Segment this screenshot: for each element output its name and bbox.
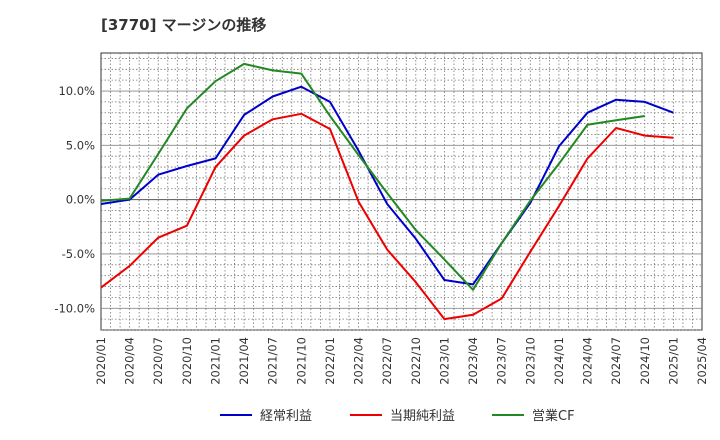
y-tick-label: -10.0% xyxy=(54,301,95,315)
grid-lines xyxy=(101,53,702,331)
x-tick-label: 2022/10 xyxy=(409,337,423,385)
y-tick-label: -5.0% xyxy=(62,247,95,261)
x-tick-label: 2024/01 xyxy=(552,337,566,385)
x-tick-label: 2022/07 xyxy=(380,337,394,385)
plot-frame xyxy=(100,52,703,331)
y-axis-ticks: -10.0% -5.0% 0.0% 5.0% 10.0% xyxy=(54,84,95,315)
y-tick-label: 5.0% xyxy=(66,138,95,152)
x-tick-label: 2025/04 xyxy=(695,337,709,385)
series-line xyxy=(100,62,645,291)
x-tick-label: 2020/07 xyxy=(151,337,165,385)
x-tick-label: 2023/07 xyxy=(495,337,509,385)
series-line xyxy=(100,85,674,286)
legend-label: 当期純利益 xyxy=(390,409,455,424)
x-tick-label: 2024/07 xyxy=(609,337,623,385)
x-tick-label: 2021/10 xyxy=(294,337,308,385)
x-tick-label: 2023/10 xyxy=(523,337,537,385)
x-tick-label: 2021/01 xyxy=(208,337,222,385)
x-tick-label: 2021/04 xyxy=(237,337,251,385)
legend-label: 経常利益 xyxy=(260,409,312,424)
x-tick-label: 2020/10 xyxy=(180,337,194,385)
x-tick-label: 2025/01 xyxy=(666,337,680,385)
x-tick-label: 2020/04 xyxy=(123,337,137,385)
legend-label: 営業CF xyxy=(532,408,575,424)
y-tick-label: 10.0% xyxy=(58,84,95,98)
series-line xyxy=(100,112,674,321)
x-tick-label: 2021/07 xyxy=(266,337,280,385)
x-tick-label: 2023/04 xyxy=(466,337,480,385)
x-tick-label: 2022/04 xyxy=(352,337,366,385)
x-tick-label: 2023/01 xyxy=(437,337,451,385)
series-lines xyxy=(100,62,674,321)
x-tick-label: 2024/04 xyxy=(581,337,595,385)
x-axis-ticks: 2020/01 2020/04 2020/07 2020/10 2021/01 2021/… xyxy=(94,337,709,385)
x-tick-label: 2024/10 xyxy=(638,337,652,385)
plot-area xyxy=(100,52,703,331)
chart-title: [3770] マージンの推移 xyxy=(101,16,266,34)
x-tick-label: 2022/01 xyxy=(323,337,337,385)
y-tick-label: 0.0% xyxy=(66,193,95,207)
legend: 経常利益 当期純利益 営業CF xyxy=(220,408,575,424)
x-tick-label: 2020/01 xyxy=(94,337,108,385)
